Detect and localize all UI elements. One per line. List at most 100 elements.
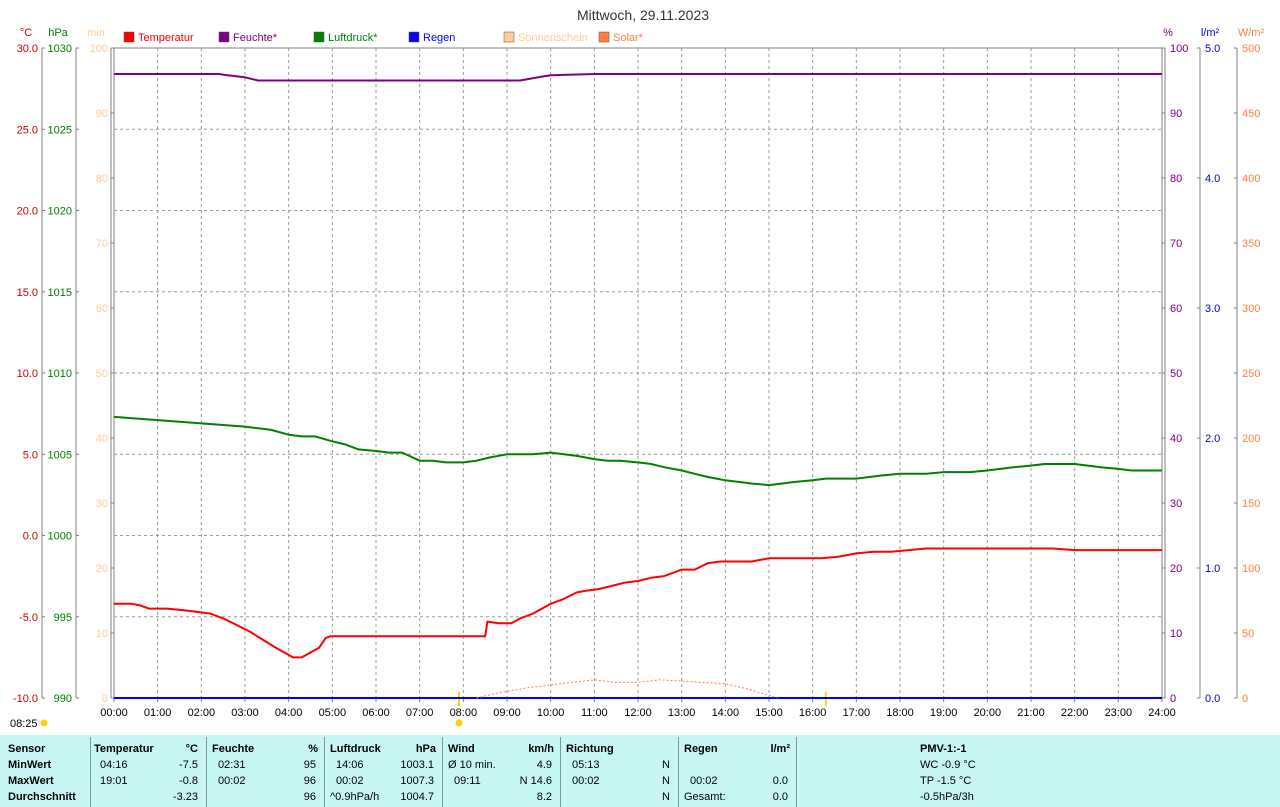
humidity-tick-label: 0 [1170, 693, 1176, 705]
header-wind-unit: km/h [528, 743, 554, 755]
humidity-tick-label: 60 [1170, 303, 1182, 315]
time-marker-label: 08:25 [10, 718, 38, 730]
temp-unit-label: °C [20, 27, 32, 39]
legend-label: Temperatur [138, 32, 194, 44]
dir-value: N [662, 791, 670, 803]
hum-value: 96 [303, 775, 316, 787]
hum-value: 95 [303, 759, 316, 771]
x-tick-label: 22:00 [1061, 707, 1089, 719]
solar-tick-label: 500 [1242, 43, 1260, 55]
header-press: Luftdruck [330, 743, 381, 755]
weather-chart: 00:00 01:00 02:00 03:00 04:00 05:00 06:00 07:00… [10, 7, 1264, 730]
x-tick-label: 07:00 [406, 707, 434, 719]
dir-time: 05:13 [572, 759, 600, 771]
temp-tick-label: -5.0 [19, 612, 38, 624]
solar-tick-label: 250 [1242, 368, 1260, 380]
header-pmv: PMV-1:-1 [920, 743, 967, 755]
chart-grid [113, 47, 1163, 699]
humidity-tick-label: 100 [1170, 43, 1188, 55]
solar-unit-label: W/m² [1238, 27, 1265, 39]
solar-tick-label: 300 [1242, 303, 1260, 315]
legend-swatch [313, 31, 325, 43]
sun-tick-label: 30 [96, 498, 108, 510]
press-value: 1004.7 [400, 791, 434, 803]
humidity-tick-label: 30 [1170, 498, 1182, 510]
sun-tick-label: 70 [96, 238, 108, 250]
pmv-value: WC -0.9 °C [920, 759, 976, 771]
hum-time: 02:31 [218, 759, 246, 771]
x-tick-label: 04:00 [275, 707, 303, 719]
rain-tick-label: 2.0 [1205, 433, 1220, 445]
chart-title: Mittwoch, 29.11.2023 [577, 7, 709, 23]
wind-value: N 14.6 [519, 775, 552, 787]
header-wind: Wind [448, 743, 475, 755]
solar-tick-label: 350 [1242, 238, 1260, 250]
header-sensor: Sensor [8, 743, 46, 755]
rain-tick-label: 5.0 [1205, 43, 1220, 55]
solar-tick-label: 150 [1242, 498, 1260, 510]
x-tick-label: 18:00 [886, 707, 914, 719]
header-press-unit: hPa [415, 743, 436, 755]
sun-tick-label: 50 [96, 368, 108, 380]
sun-tick-label: 60 [96, 303, 108, 315]
solar-tick-label: 200 [1242, 433, 1260, 445]
row-label: MinWert [8, 759, 52, 771]
rain-time: 00:02 [690, 775, 718, 787]
dir-value: N [662, 775, 670, 787]
temp-value: -7.5 [179, 759, 198, 771]
rain-tick-label: 3.0 [1205, 303, 1220, 315]
temp-time: 04:16 [100, 759, 128, 771]
pmv-value: TP -1.5 °C [920, 775, 972, 787]
pressure-tick-label: 1005 [48, 449, 72, 461]
series-line-solar [476, 679, 778, 699]
legend-swatch [123, 31, 135, 43]
legend-swatch [408, 31, 420, 43]
press-time: 14:06 [336, 759, 364, 771]
rain-time: Gesamt: [684, 791, 726, 803]
x-tick-label: 13:00 [668, 707, 696, 719]
dir-time: 00:02 [572, 775, 600, 787]
pressure-tick-label: 1000 [48, 531, 72, 543]
x-tick-label: 03:00 [231, 707, 259, 719]
pmv-value: -0.5hPa/3h [920, 791, 974, 803]
pressure-tick-label: 995 [54, 612, 72, 624]
wind-value: 4.9 [536, 759, 552, 771]
temp-time: 19:01 [100, 775, 128, 787]
solar-tick-label: 50 [1242, 628, 1254, 640]
sun-tick-label: 0 [102, 693, 108, 705]
legend-swatch [218, 31, 230, 43]
row-label: MaxWert [8, 775, 54, 787]
wind-label: 09:11 [454, 775, 481, 787]
x-tick-label: 23:00 [1105, 707, 1133, 719]
solar-tick-label: 100 [1242, 563, 1260, 575]
pressure-tick-label: 1010 [48, 368, 72, 380]
header-temp-unit: °C [185, 743, 198, 755]
header-dir: Richtung [566, 743, 614, 755]
header-rain: Regen [684, 743, 718, 755]
header-temp: Temperatur [94, 743, 154, 755]
rain-value: 0.0 [772, 775, 788, 787]
x-tick-label: 12:00 [624, 707, 652, 719]
rain-value: 0.0 [772, 791, 788, 803]
chart-legend: Temperatur Feuchte* Luftdruck* Regen Sonnens… [123, 31, 644, 44]
humidity-tick-label: 10 [1170, 628, 1182, 640]
sun-tick-label: 10 [96, 628, 108, 640]
temp-tick-label: 30.0 [17, 43, 38, 55]
x-tick-label: 16:00 [799, 707, 827, 719]
x-tick-label: 21:00 [1017, 707, 1045, 719]
x-tick-label: 01:00 [144, 707, 172, 719]
series-line-feuchte [114, 73, 1162, 82]
stats-table: Sensor Temperatur °C Feuchte % Luftdruck… [0, 735, 1280, 807]
x-tick-label: 24:00 [1148, 707, 1176, 719]
temp-tick-label: -10.0 [13, 693, 38, 705]
press-time: 00:02 [336, 775, 364, 787]
humidity-tick-label: 20 [1170, 563, 1182, 575]
press-value: 1003.1 [400, 759, 434, 771]
humidity-tick-label: 90 [1170, 108, 1182, 120]
sun-tick-label: 80 [96, 173, 108, 185]
x-tick-label: 00:00 [100, 707, 128, 719]
chart-axes: 00:00 01:00 02:00 03:00 04:00 05:00 06:00 07:00… [10, 27, 1264, 730]
pressure-tick-label: 1025 [48, 124, 72, 136]
wind-value: 8.2 [536, 791, 552, 803]
humidity-tick-label: 40 [1170, 433, 1182, 445]
